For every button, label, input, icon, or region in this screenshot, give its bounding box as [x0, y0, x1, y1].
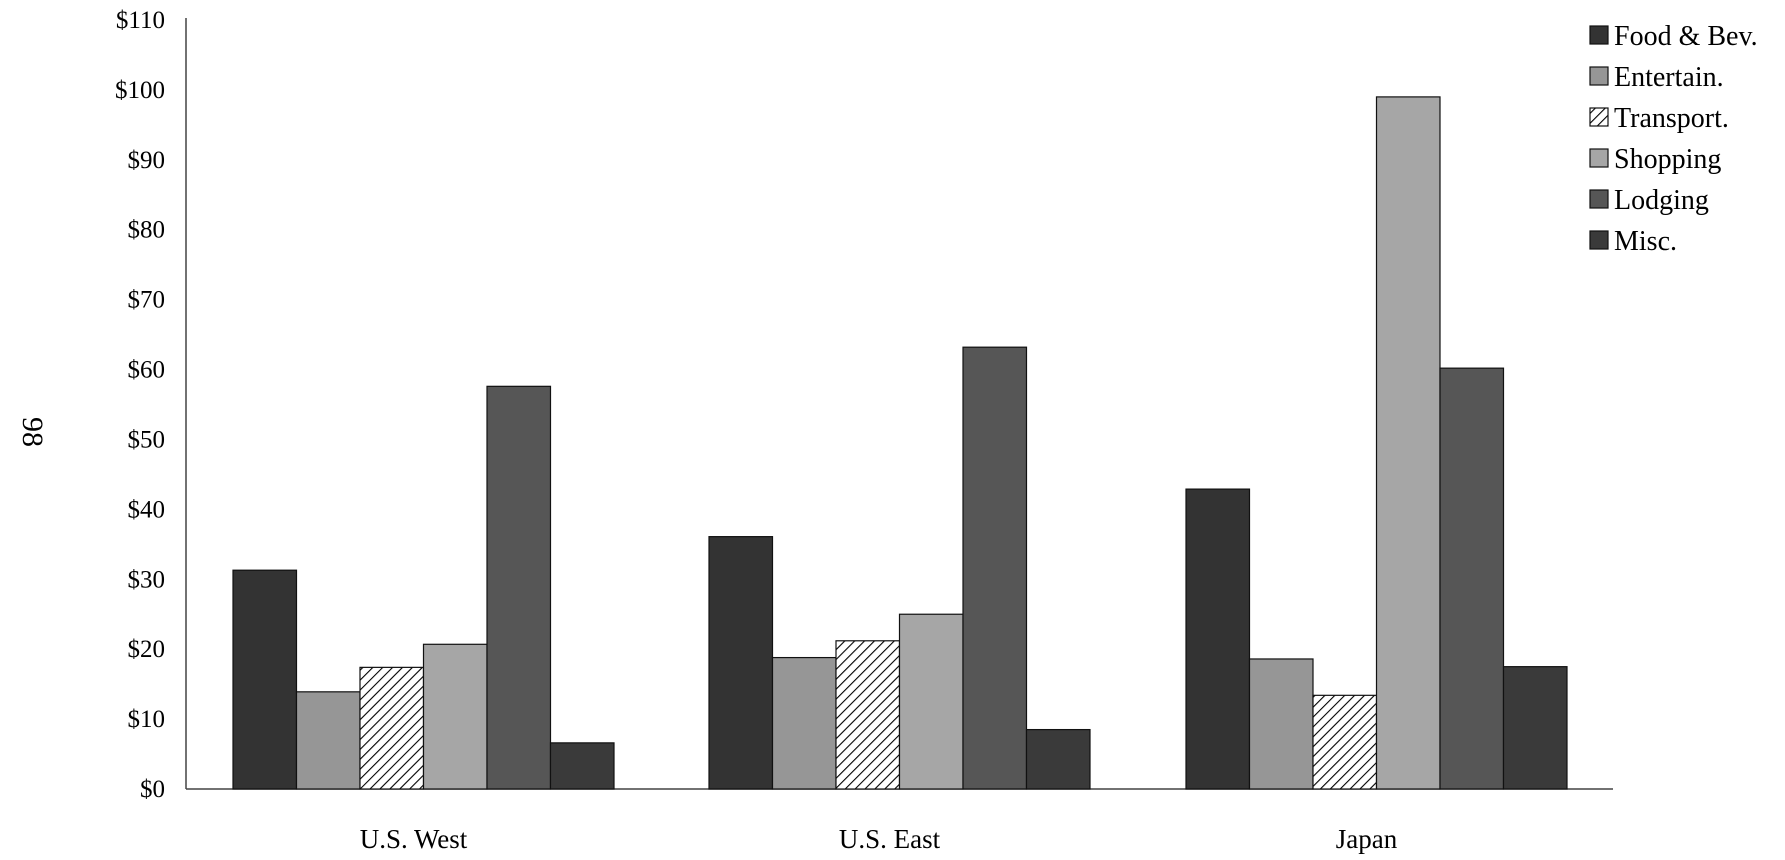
bar [898, 613, 964, 790]
chart-axes: $0 $10 $20 $30 $40 $50 $60 $70 $80 $90 $100 $110 [115, 7, 1613, 803]
bar [359, 666, 425, 790]
bar [835, 640, 901, 790]
y-tick-label: $10 [128, 706, 166, 733]
bar [1025, 728, 1091, 790]
y-tick-label: $80 [128, 217, 166, 244]
y-tick-label: $40 [128, 496, 166, 523]
legend-label: Misc. [1614, 226, 1677, 257]
chart-bars [232, 96, 1568, 790]
bar [232, 569, 298, 790]
y-tick-label: $50 [128, 426, 166, 453]
legend-swatch [1589, 66, 1609, 86]
legend-swatch [1589, 25, 1609, 45]
legend-label: Transport. [1614, 103, 1729, 134]
legend-label: Entertain. [1614, 62, 1724, 93]
category-labels: U.S. West U.S. East Japan [360, 824, 1398, 854]
legend-swatch [1589, 107, 1609, 127]
bar [1502, 666, 1568, 790]
bar [1375, 96, 1441, 790]
bar [1185, 488, 1251, 790]
legend-label: Food & Bev. [1614, 21, 1758, 52]
bar [295, 691, 361, 790]
bar [1248, 658, 1314, 790]
y-tick-label: $70 [128, 287, 166, 314]
legend-swatch [1589, 148, 1609, 168]
legend-swatch [1589, 230, 1609, 250]
y-tick-label: $30 [128, 566, 166, 593]
bar [771, 656, 837, 790]
category-label: U.S. West [360, 824, 468, 854]
category-label: Japan [1336, 824, 1398, 854]
legend-label: Shopping [1614, 144, 1721, 175]
legend-label: Lodging [1614, 185, 1709, 216]
y-tick-label: $100 [115, 77, 165, 104]
legend-swatch [1589, 189, 1609, 209]
bar [708, 536, 774, 790]
bar [1312, 694, 1378, 790]
chart-legend: Food & Bev. Entertain. Transport. Shopping L… [1589, 21, 1758, 257]
bar [1439, 367, 1505, 790]
bar [486, 385, 552, 790]
bar [549, 742, 615, 790]
bar [962, 346, 1028, 790]
y-tick-label: $60 [128, 357, 166, 384]
y-tick-label: $110 [116, 7, 165, 34]
y-tick-label: $0 [140, 776, 165, 803]
y-tick-label: $90 [128, 147, 166, 174]
y-tick-label: $20 [128, 636, 166, 663]
category-label: U.S. East [839, 824, 941, 854]
bar [422, 643, 488, 790]
